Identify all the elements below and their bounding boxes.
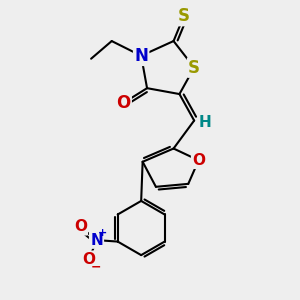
Text: O: O [116, 94, 130, 112]
Text: O: O [74, 219, 87, 234]
Text: H: H [199, 115, 212, 130]
Text: +: + [98, 228, 107, 238]
Text: −: − [90, 261, 101, 274]
Text: O: O [192, 153, 205, 168]
Text: S: S [178, 7, 190, 25]
Text: O: O [82, 252, 96, 267]
Text: N: N [134, 47, 148, 65]
Text: N: N [90, 232, 103, 247]
Text: S: S [188, 58, 200, 76]
